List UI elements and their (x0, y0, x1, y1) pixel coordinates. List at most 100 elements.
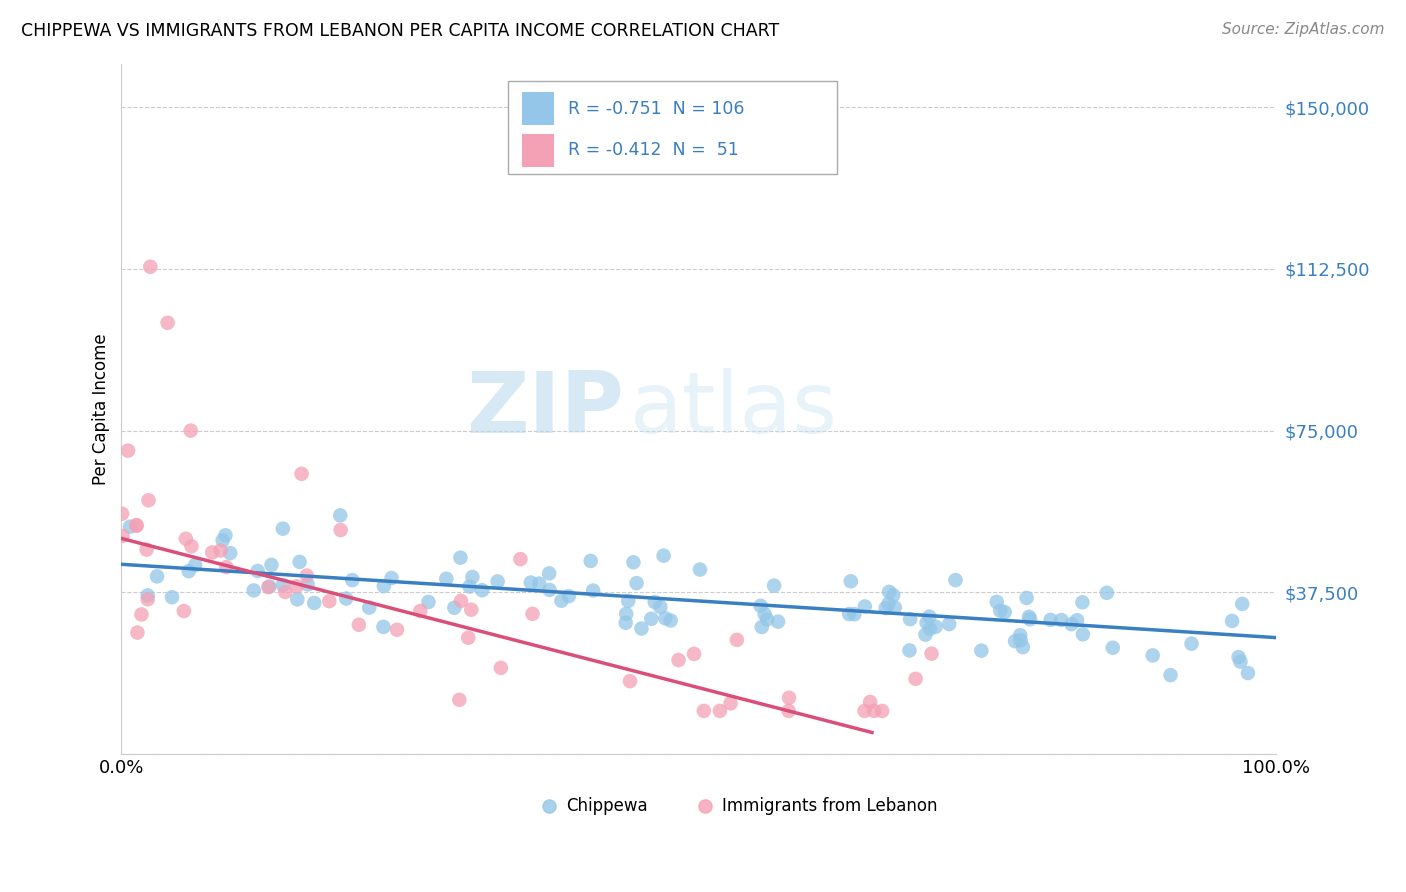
Point (214, 528, 236, 542)
Point (853, 704, 876, 718)
Point (626, 576, 648, 591)
Point (529, 576, 551, 591)
Point (180, 539, 202, 553)
Point (623, 555, 645, 569)
FancyBboxPatch shape (522, 134, 554, 167)
Point (509, 552, 531, 566)
Point (138, 493, 160, 508)
Point (630, 622, 652, 636)
Point (659, 614, 682, 628)
Point (859, 695, 882, 709)
Point (1229, 655, 1251, 669)
Point (288, 555, 311, 569)
Point (838, 607, 860, 621)
Point (839, 574, 862, 589)
Point (898, 612, 921, 626)
Point (1066, 613, 1088, 627)
Point (877, 585, 900, 599)
Point (915, 615, 938, 630)
Text: atlas: atlas (630, 368, 838, 450)
Point (136, 592, 159, 607)
Point (242, 583, 264, 598)
Point (683, 647, 706, 661)
Point (725, 632, 748, 647)
Point (617, 594, 640, 608)
Point (918, 622, 941, 636)
Y-axis label: Per Capita Income: Per Capita Income (93, 334, 110, 485)
Point (778, 704, 800, 718)
Point (550, 593, 572, 607)
Point (246, 564, 269, 578)
Point (127, 625, 149, 640)
Point (302, 596, 325, 610)
Point (614, 615, 637, 630)
Text: Source: ZipAtlas.com: Source: ZipAtlas.com (1222, 22, 1385, 37)
Point (471, 583, 494, 598)
Point (489, 661, 512, 675)
Point (654, 611, 676, 625)
Point (118, 519, 141, 533)
Point (619, 674, 641, 689)
Point (449, 693, 471, 707)
Point (994, 605, 1017, 619)
Point (520, 575, 543, 590)
Point (754, 607, 776, 621)
Point (522, 607, 544, 621)
Point (1050, 613, 1073, 627)
Point (614, 607, 637, 621)
Point (219, 546, 242, 560)
Point (1071, 595, 1094, 609)
Point (988, 604, 1011, 618)
Point (329, 508, 352, 523)
Point (285, 592, 308, 607)
Point (160, 591, 183, 605)
Point (844, 607, 866, 622)
Point (1004, 634, 1026, 648)
Point (347, 617, 370, 632)
Point (385, 623, 408, 637)
Point (418, 595, 440, 609)
Text: Immigrants from Lebanon: Immigrants from Lebanon (721, 797, 938, 814)
Point (177, 564, 200, 578)
Point (486, 574, 509, 589)
Point (111, 507, 134, 521)
Point (538, 582, 561, 597)
Point (1071, 627, 1094, 641)
Point (449, 550, 471, 565)
Point (460, 603, 482, 617)
Point (260, 558, 283, 572)
Point (668, 653, 690, 667)
Point (295, 568, 318, 582)
Point (945, 573, 967, 587)
Text: R = -0.412  N =  51: R = -0.412 N = 51 (568, 141, 740, 160)
Text: R = -0.751  N = 106: R = -0.751 N = 106 (568, 100, 745, 118)
Point (257, 580, 280, 594)
Point (693, 704, 716, 718)
Point (1232, 597, 1254, 611)
Point (766, 615, 789, 629)
Point (156, 316, 179, 330)
Point (986, 595, 1008, 609)
Point (329, 523, 352, 537)
Point (853, 599, 876, 614)
Point (558, 589, 581, 603)
Point (778, 690, 800, 705)
Point (1019, 612, 1042, 626)
Point (285, 579, 308, 593)
Point (297, 577, 319, 591)
Point (117, 443, 139, 458)
Point (139, 260, 162, 274)
Point (274, 585, 297, 599)
Point (174, 532, 197, 546)
Point (209, 543, 232, 558)
Point (373, 620, 395, 634)
Point (1095, 586, 1118, 600)
Point (1018, 609, 1040, 624)
Point (538, 566, 561, 581)
Point (125, 518, 148, 533)
Point (693, 747, 716, 761)
Point (318, 594, 340, 608)
Point (409, 604, 432, 618)
Point (184, 558, 207, 573)
Point (914, 627, 936, 641)
